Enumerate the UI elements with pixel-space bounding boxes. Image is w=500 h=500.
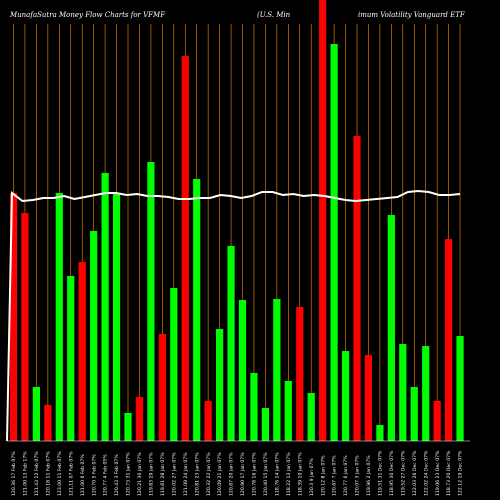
x-tick-label: 121.43 12 Feb 07% (34, 451, 40, 496)
money-flow-line (6, 189, 461, 442)
x-tick-label: 120.90 17 Jan 07% (240, 452, 246, 496)
bar (147, 162, 155, 441)
x-tick-label: 118.95 30 Dec 07% (389, 450, 395, 496)
x-tick-label: 120.40 15 Jan 07% (263, 452, 269, 496)
bar (170, 288, 178, 441)
bar (124, 413, 132, 441)
x-tick-label: 119.81 28 Jan 07% (160, 452, 166, 496)
bar (44, 405, 52, 441)
x-tick-label: 120.70 5 Feb 07% (91, 454, 97, 496)
bar (216, 329, 224, 441)
x-tick-label: 120.78 16 Jan 07% (252, 452, 258, 496)
x-tick-label: 120.09 21 Jan 07% (217, 452, 223, 496)
x-tick-label: 118.73 20 Dec 07% (446, 450, 452, 496)
bar (158, 334, 166, 441)
bar (261, 408, 269, 441)
x-tick-label: 121.09 24 Jan 07% (183, 452, 189, 496)
bar (67, 276, 75, 441)
bar (284, 381, 292, 441)
x-tick-label: 122.02 24 Dec 07% (423, 450, 429, 496)
bar (112, 193, 121, 441)
bar (250, 373, 258, 441)
bar (387, 215, 395, 441)
x-tick-labels: 120.36 17 Feb 07% 121.00 13 Feb 17% 121.43… (11, 450, 464, 496)
x-tick-label: 120.43 3 Feb 07% (114, 454, 120, 496)
x-tick-label: 121.11 07 Feb 07% (68, 451, 74, 496)
bar (364, 355, 373, 441)
bar (399, 344, 407, 441)
x-tick-label: 120.77 6 Jan 07% (343, 455, 349, 496)
chart-title-left: MunafaSutra Money Flow Charts for VFMF (9, 11, 166, 19)
x-tick-label: 119.83 29 Jan 07% (149, 452, 155, 496)
bar (181, 56, 189, 441)
x-tick-label: 120.32 22 Jan 07% (206, 452, 212, 496)
x-tick-label: 120.77 4 Feb 05% (103, 454, 109, 496)
x-tick-label: 120.67 7 Jan 07% (332, 455, 338, 496)
x-tick-label: 120.81 23 Jan 07% (194, 452, 200, 496)
bar (456, 336, 464, 441)
bar (319, 0, 327, 441)
bar (353, 136, 361, 441)
x-tick-label: 120.3 9 Jan 07% (309, 458, 315, 496)
bars (9, 0, 464, 441)
bar (101, 173, 109, 441)
x-tick-label: 121.00 13 Feb 17% (23, 451, 29, 496)
x-tick-label: 120.21 30 Jan 07% (137, 452, 143, 496)
x-tick-label: 121.00 6 Feb 07% (80, 454, 86, 496)
bar (330, 44, 338, 441)
bar (445, 239, 453, 441)
chart-title-right: imum Volatility Vanguard ETF (358, 11, 466, 19)
bar (21, 213, 29, 441)
x-tick-label: 119.96 2 Jan 07% (366, 455, 372, 496)
x-tick-label: 122.03 26 Dec 07% (412, 450, 418, 496)
bar (433, 401, 441, 441)
bar (227, 246, 235, 441)
bar (204, 401, 212, 441)
bar (410, 387, 418, 441)
x-tick-label: 120.07 3 Jan 07% (355, 455, 361, 496)
bar (9, 193, 18, 441)
bar (32, 387, 40, 441)
x-tick-label: 120.87 20 Jan 07% (229, 452, 235, 496)
x-tick-label: 120.73 31 Jan 07% (126, 452, 132, 496)
chart-title-mid: (U.S. Min (257, 11, 291, 19)
bar (55, 193, 63, 441)
bar (422, 346, 430, 441)
x-tick-label: 119.52 27 Dec 07% (400, 450, 406, 496)
bar (341, 351, 350, 441)
bar (78, 262, 86, 441)
bar (238, 300, 247, 441)
x-tick-label: 122.12 19 Dec 07% (458, 450, 464, 496)
x-tick-label: 120.36 17 Feb 07% (11, 451, 17, 496)
x-tick-label: 118.76 14 Jan 07% (274, 452, 280, 496)
x-tick-label: 118.39 10 Jan 07% (297, 452, 303, 496)
x-tick-label: 120.12 8 Jan 07% (320, 455, 326, 496)
bar (296, 307, 304, 441)
x-tick-label: 120.18 11 Feb 07% (45, 451, 51, 496)
x-tick-label: 123.00 11 Feb 07% (57, 451, 63, 496)
bar (193, 179, 201, 441)
x-tick-label: 120.02 27 Jan 07% (171, 452, 177, 496)
bar (307, 393, 315, 441)
x-tick-label: 118.22 13 Jan 07% (286, 452, 292, 496)
x-tick-label: 119.51 31 Dec 07% (378, 450, 384, 496)
bar (135, 397, 144, 441)
x-tick-label: 119.06 23 Dec 07% (435, 450, 441, 496)
bar (90, 231, 98, 441)
bar (273, 299, 281, 441)
bar (376, 425, 384, 441)
